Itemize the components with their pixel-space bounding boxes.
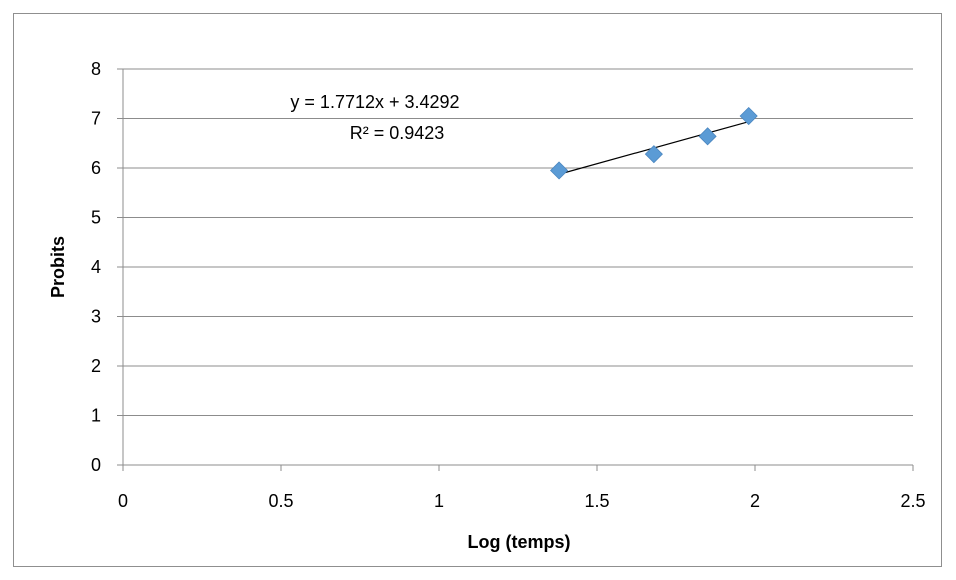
x-tick-label: 1 (434, 491, 444, 511)
x-axis-title: Log (temps) (468, 532, 571, 552)
y-tick-label: 1 (91, 406, 101, 426)
data-point (550, 161, 569, 180)
y-axis-title: Probits (48, 236, 68, 298)
y-tick-label: 2 (91, 356, 101, 376)
data-point (644, 145, 663, 164)
x-tick-label: 2.5 (900, 491, 925, 511)
x-tick-label: 0 (118, 491, 128, 511)
data-point (698, 127, 717, 146)
y-tick-label: 7 (91, 109, 101, 129)
y-tick-label: 4 (91, 257, 101, 277)
y-tick-label: 5 (91, 208, 101, 228)
trendline-r-squared: R² = 0.9423 (350, 123, 445, 143)
y-tick-label: 0 (91, 455, 101, 475)
data-points (550, 106, 758, 180)
y-tick-label: 6 (91, 158, 101, 178)
data-point (739, 106, 758, 126)
tick-labels: 0 1 2 3 4 5 6 7 8 0 0.5 1 1.5 2 2.5 (91, 59, 926, 511)
trendline-equation: y = 1.7712x + 3.4292 (290, 92, 459, 112)
gridlines (123, 68, 913, 416)
y-tick-label: 8 (91, 59, 101, 79)
x-tick-label: 2 (750, 491, 760, 511)
x-tick-label: 1.5 (584, 491, 609, 511)
x-tick-label: 0.5 (268, 491, 293, 511)
chart-frame (13, 13, 942, 567)
axes (117, 68, 914, 471)
y-tick-label: 3 (91, 307, 101, 327)
